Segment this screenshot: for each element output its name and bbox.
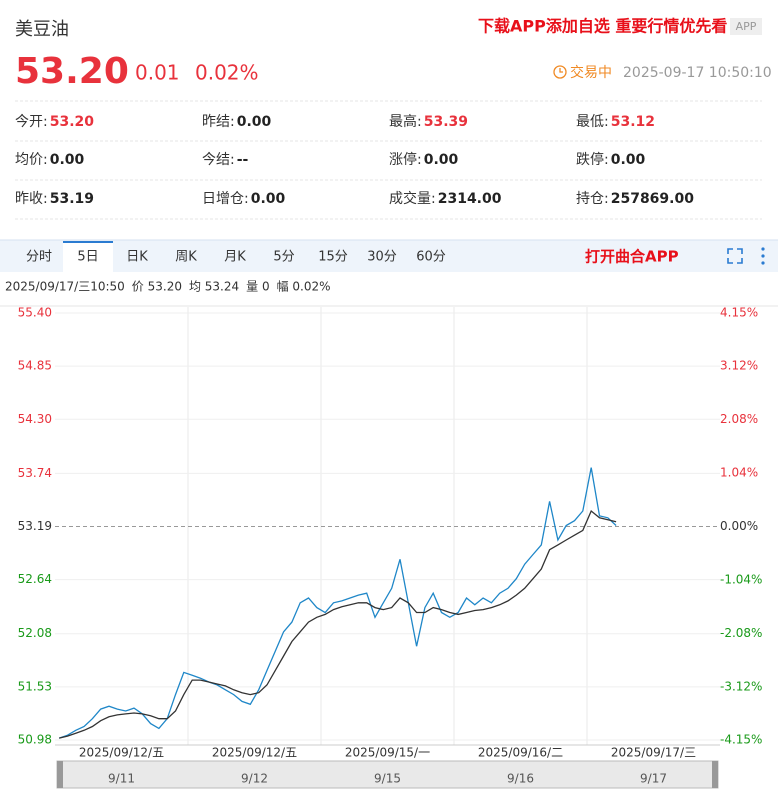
info-item: 量 0	[246, 280, 269, 294]
stat-value: 2314.00	[438, 191, 502, 207]
tab-bar	[0, 240, 778, 272]
more-icon[interactable]	[761, 247, 765, 265]
stat-value: 0.00	[50, 152, 85, 168]
y-tick-label: 53.19	[18, 519, 52, 533]
tab[interactable]: 60分	[416, 250, 446, 265]
series-line	[58, 467, 617, 739]
x-session-label: 2025/09/12/五	[79, 746, 164, 760]
info-line: 2025/09/17/三10:50 价 53.20 均 53.24 量 0 幅 0.02…	[5, 279, 331, 294]
fullscreen-icon[interactable]	[727, 248, 743, 264]
app-badge	[730, 18, 762, 35]
x-session-label: 2025/09/17/三	[611, 746, 696, 760]
y2-tick-label: 1.04%	[720, 465, 758, 479]
tab[interactable]: 月K	[224, 250, 246, 265]
y2-tick-label: -2.08%	[720, 626, 762, 640]
promo-link[interactable]: 下载APP添加自选 重要行情优先看	[478, 17, 727, 36]
trading-status: 交易中	[570, 64, 612, 81]
x-session-label: 2025/09/12/五	[212, 746, 297, 760]
stat-label: 今结:	[202, 152, 235, 168]
y2-tick-label: 0.00%	[720, 519, 758, 533]
y-tick-label: 51.53	[18, 679, 52, 693]
navigator-label: 9/17	[640, 772, 667, 786]
y2-tick-label: 2.08%	[720, 412, 758, 426]
stat-value: 0.00	[251, 191, 286, 207]
x-session-label: 2025/09/15/一	[345, 746, 430, 760]
y-tick-label: 53.74	[18, 466, 52, 480]
stat-label: 最低:	[576, 114, 609, 130]
navigator-label: 9/15	[374, 772, 401, 786]
price-change: 0.01	[135, 61, 180, 85]
tab[interactable]: 5日	[77, 250, 98, 265]
info-item: 价 53.20	[132, 280, 182, 294]
y-tick-label: 52.64	[18, 572, 52, 586]
y2-tick-label: -3.12%	[720, 680, 762, 694]
stat-label: 持仓:	[576, 191, 609, 207]
y2-tick-label: -1.04%	[720, 573, 762, 587]
navigator-handle-left	[57, 761, 63, 788]
y-tick-label: 54.85	[18, 359, 52, 373]
app-badge-text: APP	[736, 20, 757, 33]
stat-label: 昨收:	[15, 191, 48, 207]
stat-value: 0.00	[424, 152, 459, 168]
open-app-link[interactable]: 打开曲合APP	[585, 248, 679, 266]
navigator-label: 9/16	[507, 772, 534, 786]
y2-tick-label: 3.12%	[720, 358, 758, 372]
info-item: 幅 0.02%	[277, 279, 331, 294]
chart: 55.40 54.85 54.30 53.74 53.19 52.64 52.08 51.53…	[0, 305, 778, 789]
clock-icon	[553, 65, 567, 79]
stat-label: 今开:	[15, 114, 48, 130]
navigator-label: 9/12	[241, 772, 268, 786]
stat-value: 0.00	[611, 152, 646, 168]
active-tab	[63, 241, 113, 272]
stat-label: 最高:	[389, 113, 422, 130]
y-tick-label: 54.30	[18, 412, 52, 426]
x-session-label: 2025/09/16/二	[478, 746, 563, 760]
tab[interactable]: 日K	[126, 250, 148, 265]
stat-label: 涨停:	[389, 151, 422, 168]
y2-tick-label: 4.15%	[720, 306, 758, 320]
tab[interactable]: 分时	[26, 250, 52, 265]
tab[interactable]: 30分	[367, 250, 397, 265]
navigator-label: 9/11	[108, 772, 135, 786]
y-tick-label: 52.08	[18, 626, 52, 640]
stat-value: 53.20	[50, 114, 95, 130]
info-item: 均 53.24	[189, 280, 239, 294]
series-line	[59, 509, 617, 739]
quote-time: 2025-09-17 10:50:10	[623, 65, 772, 81]
tab[interactable]: 5分	[273, 250, 294, 265]
tabs: 分时 5日 日K 周K 月K 5分 15分 30分 60分	[26, 241, 446, 272]
instrument-name: 美豆油	[15, 19, 69, 40]
y-tick-label: 55.40	[18, 306, 52, 320]
stat-value: 53.39	[424, 114, 468, 130]
last-price: 53.20	[15, 51, 129, 92]
info-item: 2025/09/17/三10:50	[5, 280, 125, 294]
tab[interactable]: 周K	[175, 250, 197, 265]
stat-value: 257869.00	[611, 191, 695, 207]
stat-label: 日增仓:	[202, 191, 249, 207]
stat-label: 昨结:	[202, 114, 235, 130]
price-change-pct: 0.02%	[195, 61, 259, 85]
y2-tick-label: -4.15%	[720, 733, 762, 747]
stat-value: 0.00	[237, 114, 272, 130]
navigator-handle-right	[712, 761, 718, 788]
stat-value: 53.19	[50, 191, 94, 207]
stat-label: 成交量:	[389, 190, 436, 207]
tab[interactable]: 15分	[318, 250, 348, 265]
y-tick-label: 50.98	[18, 733, 52, 747]
clock-hands	[559, 68, 563, 73]
stat-label: 均价:	[15, 152, 48, 168]
stat-label: 跌停:	[576, 151, 609, 168]
stat-value: --	[237, 152, 249, 168]
stat-value: 53.12	[611, 114, 655, 130]
